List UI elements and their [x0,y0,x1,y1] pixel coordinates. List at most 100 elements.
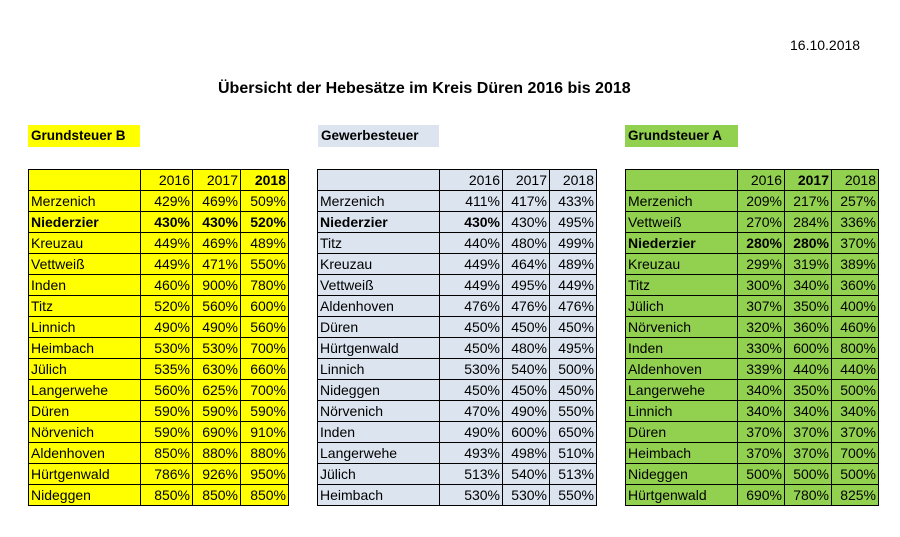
rate-value: 370% [737,442,785,464]
rate-value: 550% [549,400,597,422]
rate-value: 430% [439,211,503,233]
rate-value: 550% [240,253,289,275]
municipality-name: Kreuzau [28,232,141,254]
header-cell-year: 2017 [192,169,241,191]
rate-value: 500% [784,463,832,485]
rate-value: 850% [192,484,241,506]
rate-value: 700% [240,379,289,401]
table-row: Inden 330% 600% 800% [625,337,879,359]
table-gewerbesteuer: 2016 2017 2018 Merzenich 411% 417% 433% Niederz… [317,169,597,506]
rate-value: 336% [831,211,879,233]
rate-value: 926% [192,463,241,485]
table-row: Aldenhoven 850% 880% 880% [28,442,289,464]
rate-value: 500% [831,463,879,485]
rate-value: 300% [737,274,785,296]
municipality-name: Jülich [317,463,440,485]
table-row: Hürtgenwald 690% 780% 825% [625,484,879,506]
section-label-grundsteuer-a: Grundsteuer A [625,125,738,147]
rate-value: 450% [502,316,550,338]
municipality-name: Vettweiß [28,253,141,275]
rate-value: 880% [192,442,241,464]
rate-value: 520% [240,211,289,233]
table-row: Inden 490% 600% 650% [317,421,597,443]
rate-value: 490% [140,316,193,338]
municipality-name: Heimbach [625,442,738,464]
table-header-row: 2016 2017 2018 [317,169,597,191]
table-row: Jülich 307% 350% 400% [625,295,879,317]
rate-value: 257% [831,190,879,212]
rate-value: 450% [439,316,503,338]
municipality-name: Aldenhoven [625,358,738,380]
table-row: Niederzier 430% 430% 520% [28,211,289,233]
municipality-name: Hürtgenwald [625,484,738,506]
table-row: Vettweiß 270% 284% 336% [625,211,879,233]
table-row: Langerwehe 493% 498% 510% [317,442,597,464]
rate-value: 500% [737,463,785,485]
rate-value: 209% [737,190,785,212]
rate-value: 530% [502,484,550,506]
rate-value: 440% [784,358,832,380]
table-row: Heimbach 530% 530% 700% [28,337,289,359]
table-row: Heimbach 370% 370% 700% [625,442,879,464]
header-cell-year: 2016 [140,169,193,191]
rate-value: 780% [784,484,832,506]
rate-value: 510% [549,442,597,464]
rate-value: 530% [439,484,503,506]
table-row: Linnich 490% 490% 560% [28,316,289,338]
table-row: Düren 370% 370% 370% [625,421,879,443]
rate-value: 370% [831,421,879,443]
municipality-name: Vettweiß [317,274,440,296]
municipality-name: Langerwehe [28,379,141,401]
rate-value: 417% [502,190,550,212]
rate-value: 498% [502,442,550,464]
table-row: Kreuzau 449% 464% 489% [317,253,597,275]
municipality-name: Düren [28,400,141,422]
rate-value: 450% [439,337,503,359]
table-row: Kreuzau 449% 469% 489% [28,232,289,254]
municipality-name: Inden [317,421,440,443]
table-row: Aldenhoven 476% 476% 476% [317,295,597,317]
rate-value: 540% [502,463,550,485]
table-row: Hürtgenwald 450% 480% 495% [317,337,597,359]
table-row: Nideggen 850% 850% 850% [28,484,289,506]
header-cell-year: 2018 [549,169,597,191]
municipality-name: Inden [28,274,141,296]
rate-value: 411% [439,190,503,212]
header-cell-year: 2016 [439,169,503,191]
municipality-name: Aldenhoven [317,295,440,317]
municipality-name: Titz [625,274,738,296]
rate-value: 493% [439,442,503,464]
header-cell-year: 2018 [240,169,289,191]
table-grundsteuer-a: 2016 2017 2018 Merzenich 209% 217% 257% Vettwei… [625,169,879,506]
rate-value: 480% [502,232,550,254]
rate-value: 690% [737,484,785,506]
rate-value: 284% [784,211,832,233]
rate-value: 850% [140,484,193,506]
rate-value: 440% [439,232,503,254]
rate-value: 217% [784,190,832,212]
rate-value: 340% [737,379,785,401]
rate-value: 880% [240,442,289,464]
rate-value: 280% [784,232,832,254]
rate-value: 450% [549,379,597,401]
rate-value: 600% [784,337,832,359]
rate-value: 469% [192,232,241,254]
table-row: Kreuzau 299% 319% 389% [625,253,879,275]
header-cell-year: 2017 [784,169,832,191]
rate-value: 460% [831,316,879,338]
section-label-grundsteuer-b: Grundsteuer B [28,125,140,147]
rate-value: 660% [240,358,289,380]
rate-value: 350% [784,295,832,317]
table-row: Linnich 530% 540% 500% [317,358,597,380]
rate-value: 700% [831,442,879,464]
rate-value: 340% [831,400,879,422]
header-cell-year: 2018 [831,169,879,191]
municipality-name: Jülich [625,295,738,317]
municipality-name: Niederzier [28,211,141,233]
rate-value: 270% [737,211,785,233]
rate-value: 320% [737,316,785,338]
rate-value: 430% [502,211,550,233]
municipality-name: Titz [317,232,440,254]
document-title: Übersicht der Hebesätze im Kreis Düren 2… [218,80,631,97]
rate-value: 340% [737,400,785,422]
